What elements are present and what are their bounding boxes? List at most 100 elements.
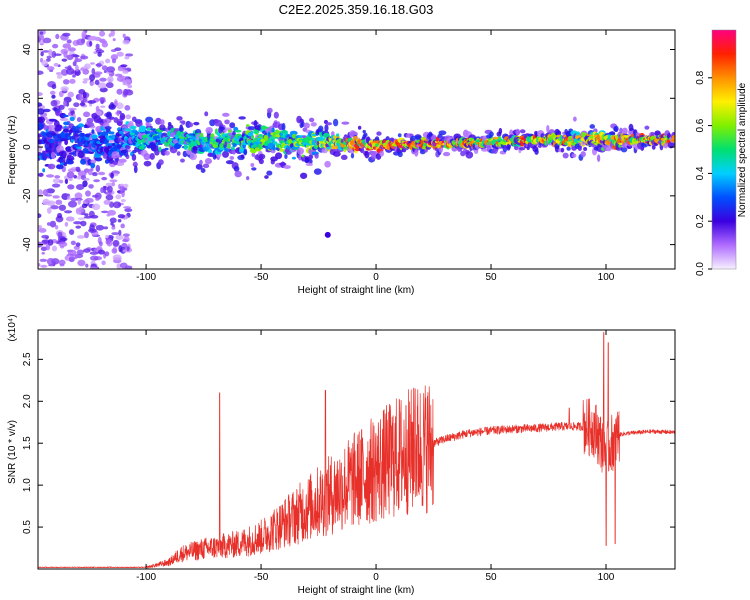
heatmap-cell	[357, 125, 362, 130]
heatmap-cell	[438, 130, 447, 136]
heatmap-cell	[66, 67, 75, 75]
heatmap-cell	[48, 138, 56, 144]
heatmap-cell	[108, 159, 115, 164]
heatmap-cell	[192, 145, 198, 151]
heatmap-cell	[183, 143, 188, 151]
heatmap-cell	[61, 150, 67, 159]
heatmap-cell	[38, 224, 43, 230]
heatmap-cell	[42, 189, 49, 197]
heatmap-cell	[55, 33, 60, 40]
heatmap-cell	[225, 160, 234, 165]
heatmap-cell	[305, 162, 314, 167]
heatmap-cell	[644, 125, 650, 130]
heatmap-cell	[96, 62, 102, 68]
heatmap-cell	[94, 79, 100, 86]
heatmap-cell	[80, 67, 85, 71]
heatmap-cell	[124, 55, 130, 60]
colorbar-tick-label: 0.0	[695, 262, 706, 276]
heatmap-cell	[83, 177, 90, 181]
heatmap-cell	[50, 99, 58, 107]
heatmap-cell	[271, 127, 275, 133]
heatmap-cell	[66, 54, 74, 61]
heatmap-cell	[63, 121, 70, 126]
heatmap-cell	[465, 151, 474, 159]
colorbar-label: Normalized spectral amplitude	[737, 82, 748, 217]
snr-x-tick-label: -100	[136, 572, 156, 583]
snr-x-ticks: -100 -50 0 50 100	[136, 330, 615, 583]
heatmap-cell	[174, 142, 182, 149]
heatmap-cell	[45, 58, 51, 62]
heatmap-cell	[90, 159, 97, 164]
heatmap-cell	[110, 172, 114, 179]
heatmap-cell	[88, 228, 97, 233]
heatmap-cell	[77, 175, 82, 180]
heatmap-cell	[67, 47, 76, 52]
heatmap-cell	[238, 116, 246, 120]
heatmap-cell	[99, 97, 106, 102]
heatmap-cell	[38, 123, 45, 130]
heatmap-cell	[97, 82, 107, 89]
heatmap-cell	[116, 102, 124, 110]
heatmap-cell	[120, 202, 124, 206]
heatmap-cell	[250, 135, 255, 140]
heatmap-cell	[40, 51, 44, 57]
heatmap-cell	[250, 163, 255, 168]
heatmap-cell	[122, 39, 130, 45]
heatmap-cell	[534, 148, 539, 155]
heatmap-cell	[164, 147, 169, 151]
snr-y-tick-label: 2.0	[22, 394, 33, 408]
heatmap-cell	[628, 123, 634, 132]
heatmap-cell	[131, 153, 137, 161]
heatmap-cell	[112, 239, 120, 247]
heatmap-cell	[91, 172, 98, 177]
heatmap-cell	[55, 199, 63, 205]
heatmap-cell	[266, 170, 273, 176]
heatmap-cell	[105, 194, 114, 201]
figure-title: C2E2.2025.359.16.18.G03	[279, 2, 434, 17]
colorbar-tick-label: 0.2	[695, 214, 706, 228]
heatmap-cell	[83, 215, 93, 219]
heatmap-cell	[65, 216, 75, 222]
heatmap-cell	[146, 127, 151, 132]
heatmap-cell	[90, 167, 94, 172]
heatmap-cell	[55, 224, 59, 230]
heatmap-cell	[204, 111, 209, 117]
heatmap-cell	[122, 238, 129, 243]
heatmap-cell	[81, 203, 88, 209]
heatmap-cell	[120, 223, 125, 229]
heatmap-cell	[580, 151, 586, 158]
heatmap-cell	[116, 120, 123, 126]
heatmap-cell	[93, 179, 100, 183]
heatmap-cell	[116, 51, 124, 57]
heatmap-cell	[49, 220, 57, 228]
heatmap-cell	[51, 50, 57, 58]
heatmap-cell	[104, 251, 110, 257]
heatmap-cell	[101, 65, 108, 71]
heatmap-cell	[74, 56, 79, 63]
heatmap-cell	[52, 195, 60, 199]
heatmap-cell	[518, 146, 526, 151]
heatmap-cell	[52, 43, 59, 49]
heatmap-cell	[133, 165, 138, 174]
heatmap-cell	[571, 153, 577, 158]
heatmap-cell	[47, 207, 52, 214]
snr-plot-area	[38, 330, 675, 569]
heatmap-cell	[78, 206, 85, 213]
heatmap-cell	[81, 132, 85, 137]
colorbar-tick-label: 0.4	[695, 166, 706, 180]
heatmap-cell	[111, 224, 115, 227]
heatmap-cell	[38, 189, 43, 196]
heatmap-cell	[51, 132, 57, 136]
heatmap-cell	[112, 160, 118, 166]
heatmap-cell	[59, 117, 69, 122]
heatmap-cell	[247, 126, 256, 131]
heatmap-cell	[120, 64, 128, 68]
heatmap-x-tick-label: 100	[598, 272, 615, 283]
heatmap-cell	[101, 260, 106, 266]
heatmap-cell	[336, 133, 340, 137]
heatmap-cell	[195, 163, 203, 170]
snr-y-tick-label: 1.5	[22, 436, 33, 450]
heatmap-cell	[275, 152, 283, 160]
heatmap-cell	[57, 231, 63, 239]
